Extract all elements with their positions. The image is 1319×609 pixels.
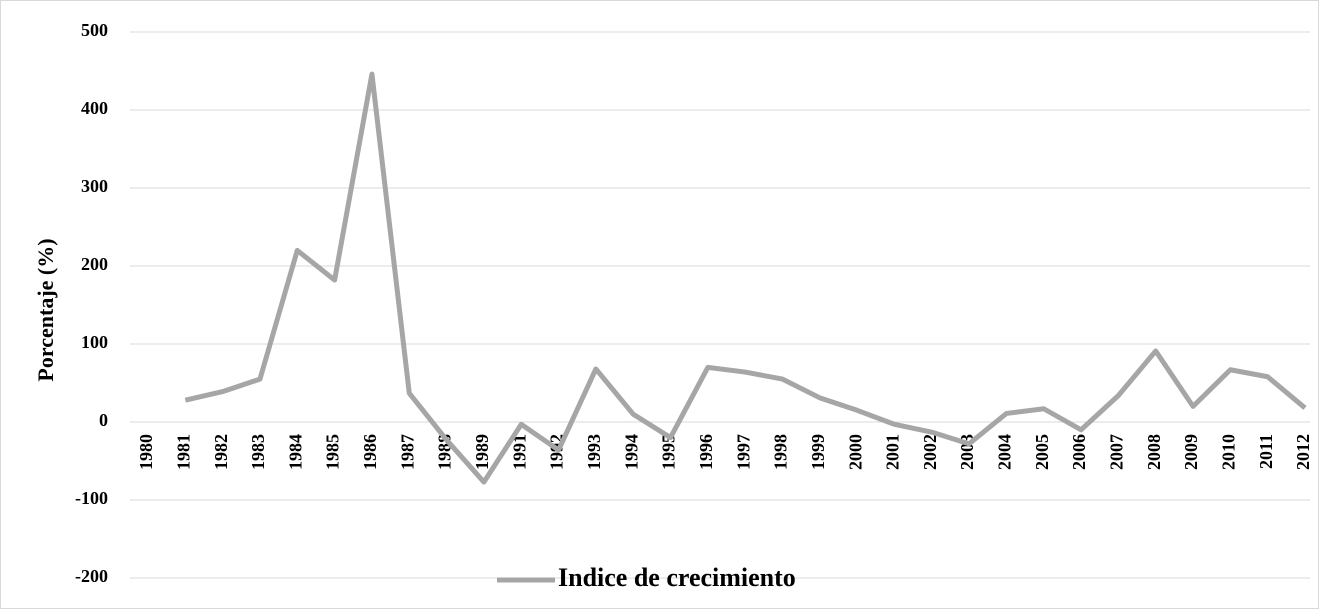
x-tick-label: 2006 <box>1069 434 1089 470</box>
x-tick-label: 1995 <box>659 434 679 470</box>
x-tick-label: 1989 <box>472 434 492 470</box>
x-tick-label: 2001 <box>883 434 903 470</box>
x-tick-label: 1993 <box>584 434 604 470</box>
x-tick-label: 2007 <box>1107 434 1127 470</box>
x-tick-label: 1980 <box>136 434 156 470</box>
x-tick-label: 2008 <box>1144 434 1164 470</box>
x-tick-label: 2002 <box>920 434 940 470</box>
x-tick-label: 1982 <box>211 434 231 470</box>
x-tick-label: 1991 <box>509 434 529 470</box>
y-tick-label: 400 <box>81 98 108 118</box>
y-axis-title: Porcentaje (%) <box>33 238 58 381</box>
y-tick-label: -200 <box>75 566 108 586</box>
y-tick-label: 500 <box>81 20 108 40</box>
x-tick-label: 1984 <box>285 434 305 470</box>
x-tick-label: 1986 <box>360 434 380 470</box>
x-tick-label: 2009 <box>1181 434 1201 470</box>
x-tick-label: 2011 <box>1256 434 1276 469</box>
x-tick-label: 2012 <box>1293 434 1313 470</box>
x-tick-label: 2005 <box>1032 434 1052 470</box>
x-tick-label: 2004 <box>995 434 1015 470</box>
y-tick-label: 0 <box>99 410 108 430</box>
data-line <box>184 71 1307 485</box>
x-tick-label: 1994 <box>621 434 641 470</box>
x-tick-label: 1996 <box>696 434 716 470</box>
x-tick-label: 2010 <box>1218 434 1238 470</box>
y-tick-label: -100 <box>75 488 108 508</box>
y-tick-label: 100 <box>81 332 108 352</box>
y-tick-label: 300 <box>81 176 108 196</box>
x-tick-label: 2000 <box>845 434 865 470</box>
x-tick-label: 1981 <box>173 434 193 470</box>
legend-label: Indice de crecimiento <box>558 563 796 592</box>
y-tick-label: 200 <box>81 254 108 274</box>
x-tick-label: 1985 <box>323 434 343 470</box>
x-tick-label: 1998 <box>771 434 791 470</box>
x-tick-label: 1987 <box>397 434 417 470</box>
x-tick-label: 1983 <box>248 434 268 470</box>
x-tick-label: 1997 <box>733 434 753 470</box>
x-tick-label: 1999 <box>808 434 828 470</box>
